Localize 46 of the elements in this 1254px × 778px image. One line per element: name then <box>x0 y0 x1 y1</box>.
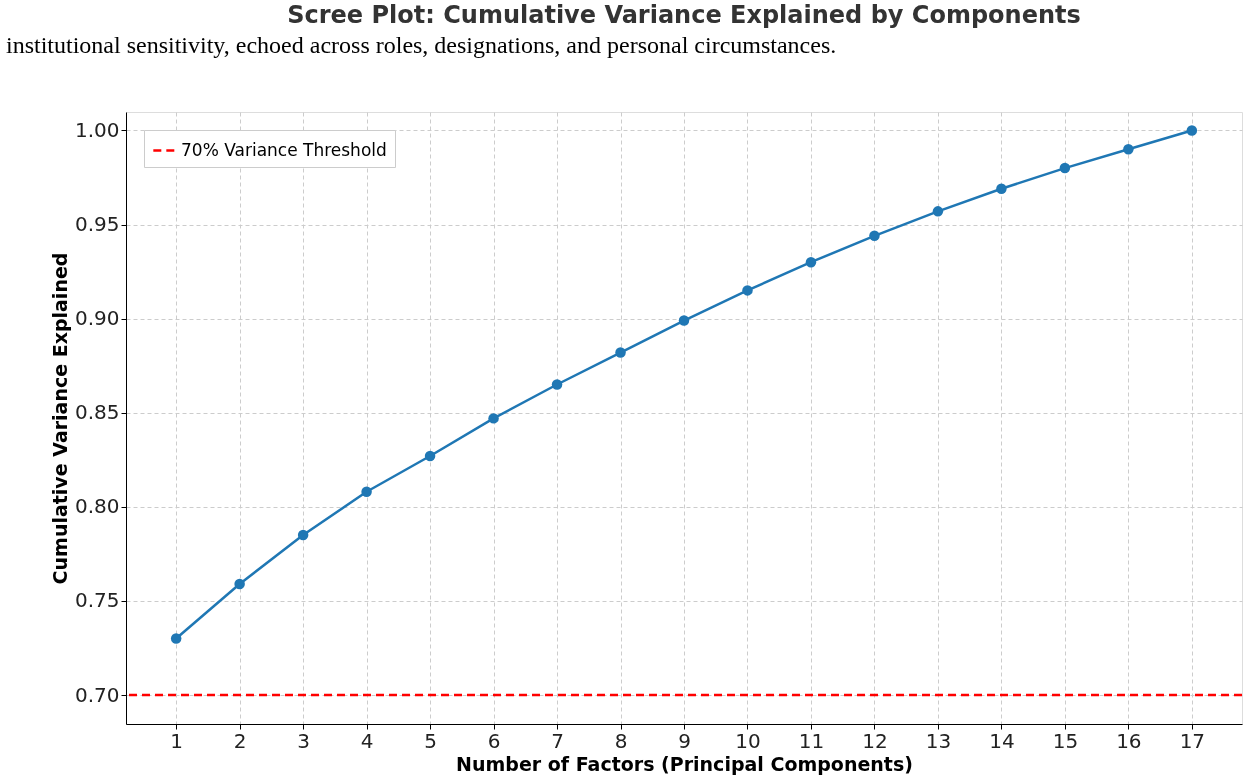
point <box>1059 162 1071 174</box>
y-tick-label: 0.70 <box>74 682 120 707</box>
point <box>869 230 880 242</box>
x-tick-label: 11 <box>798 728 825 753</box>
x-tick-label: 17 <box>1179 728 1206 753</box>
x-tick-label: 15 <box>1052 728 1079 753</box>
point <box>678 315 690 326</box>
point <box>361 486 372 497</box>
y-axis-title: Cumulative Variance Explained <box>48 252 71 585</box>
y-tick-label: 0.95 <box>74 212 120 237</box>
text: institutional sensitivity, echoed across roles, designations, and personal circumstances. <box>6 32 837 58</box>
point <box>170 633 182 644</box>
point <box>615 347 626 358</box>
x-tick-label: 7 <box>551 728 564 753</box>
point <box>297 529 309 541</box>
point <box>488 413 499 424</box>
x-tick-label: 5 <box>424 728 437 753</box>
x-tick-label: 4 <box>360 728 374 753</box>
point <box>805 256 817 268</box>
x-tick-label: 10 <box>735 728 761 753</box>
point <box>551 379 563 390</box>
point <box>996 183 1007 195</box>
legend-label: 70% Variance Threshold <box>181 139 387 160</box>
x-tick-label: 3 <box>297 728 310 753</box>
x-tick-label: 13 <box>925 728 952 753</box>
point <box>932 206 944 217</box>
y-tick-label: 0.75 <box>74 588 120 613</box>
point <box>234 578 245 590</box>
x-tick-label: 6 <box>487 728 501 753</box>
y-tick-label: 1.00 <box>74 117 120 142</box>
x-tick-label: 2 <box>233 728 247 753</box>
x-tick-label: 14 <box>989 728 1015 753</box>
chart-title: Scree Plot: Cumulative Variance Explained by Components <box>287 1 1081 29</box>
x-tick-label: 8 <box>614 728 628 753</box>
x-tick-label: 1 <box>170 728 184 753</box>
x-tick-label: 12 <box>862 728 888 753</box>
point <box>424 450 436 462</box>
y-tick-label: 0.80 <box>74 494 120 519</box>
point <box>1186 125 1198 136</box>
x-tick-label: 16 <box>1116 728 1142 753</box>
x-tick-label: 9 <box>678 728 691 753</box>
point <box>1123 144 1134 155</box>
y-tick-label: 0.90 <box>74 306 120 331</box>
x-axis-title: Number of Factors (Principal Components) <box>456 752 913 775</box>
y-tick-label: 0.85 <box>74 400 120 425</box>
point <box>742 285 753 296</box>
